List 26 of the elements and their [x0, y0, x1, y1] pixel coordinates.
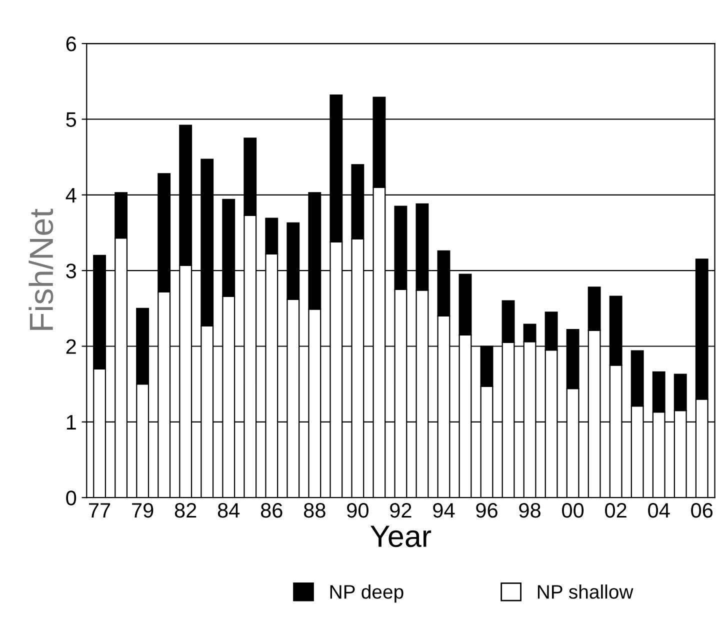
x-tick-label: 82	[174, 503, 196, 518]
y-tick-label: 6	[66, 36, 76, 52]
x-tick-label: 92	[390, 503, 412, 518]
x-tick-label: 84	[218, 503, 240, 518]
y-axis-title: Fish/Net	[28, 208, 54, 330]
y-tick-label: 3	[66, 264, 76, 278]
y-tick-label: 5	[66, 112, 76, 127]
x-tick-label: 90	[347, 503, 368, 518]
x-tick-label: 88	[304, 503, 326, 518]
x-tick-label: 79	[132, 503, 154, 518]
legend-label: NP deep	[330, 584, 404, 603]
x-tick-label: 06	[691, 503, 713, 518]
x-tick-label: 04	[648, 503, 670, 518]
x-tick-label: 96	[476, 503, 498, 518]
y-tick-label: 2	[66, 339, 76, 354]
legend-label: NP shallow	[538, 584, 634, 599]
y-tick-label: 0	[66, 490, 76, 506]
x-tick-label: 98	[519, 503, 540, 518]
x-tick-label: 86	[260, 503, 282, 518]
x-tick-label: 00	[562, 503, 584, 518]
x-tick-label: 02	[605, 503, 626, 518]
y-tick-label: 1	[66, 415, 76, 430]
x-tick-label: 77	[89, 503, 110, 518]
y-tick-label: 4	[66, 188, 76, 202]
x-tick-label: 94	[433, 503, 455, 518]
x-axis-title: Year	[370, 526, 432, 548]
